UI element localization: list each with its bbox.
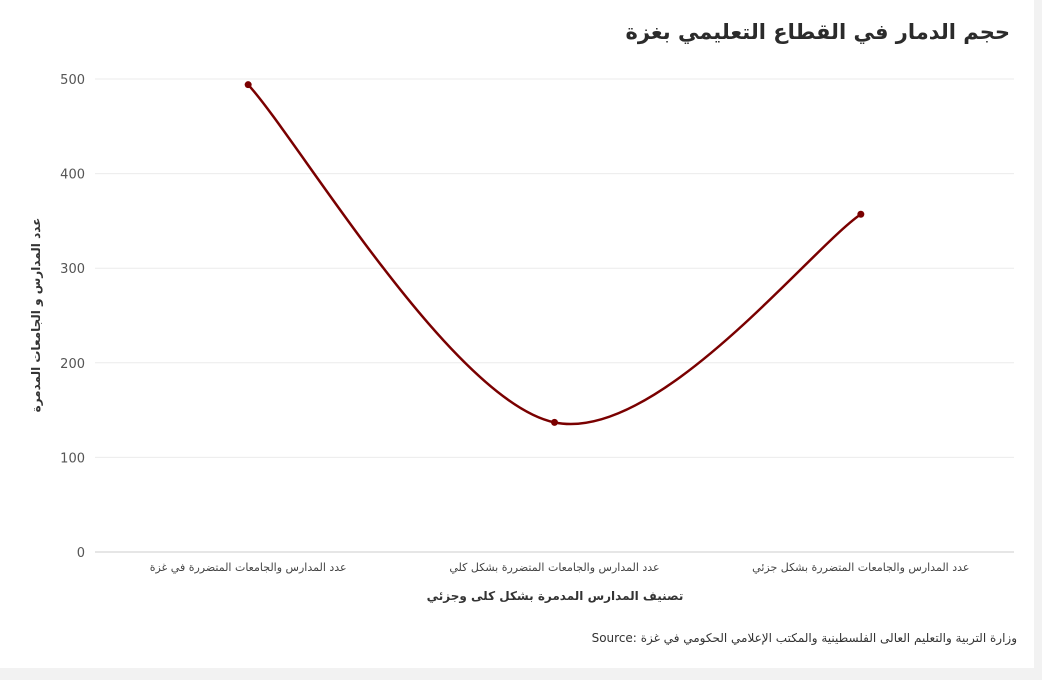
source-text: وزارة التربية والتعليم العالى الفلسطينية… [640,631,1017,645]
source-label: Source: [591,631,637,645]
y-tick-label: 200 [60,357,85,372]
data-point[interactable] [551,418,558,426]
series-line [247,83,862,426]
data-points [244,81,865,426]
line-chart: 0 100 200 300 400 500 عدد المدارس والجامعات ا… [29,73,1014,604]
x-axis-ticks: عدد المدارس والجامعات المتضررة في غزة عدد… [150,561,970,574]
data-point[interactable] [244,81,252,89]
chart-title: حجم الدمار في القطاع التعليمي بغزة [625,20,1010,44]
x-axis-label: تصنيف المدارس المدمرة بشكل كلى وجزئي [427,589,684,604]
y-axis-ticks: 0 100 200 300 400 500 [60,73,85,561]
y-tick-label: 0 [77,546,85,561]
data-point[interactable] [857,210,865,218]
source-note: Source: وزارة التربية والتعليم العالى ال… [592,631,1017,645]
x-tick-label: عدد المدارس والجامعات المتضررة بشكل جزئي [752,561,969,574]
y-axis-label: عدد المدارس و الجامعات المدمرة [29,218,44,413]
grid-lines [95,78,1014,553]
y-tick-label: 100 [60,451,85,466]
y-tick-label: 500 [60,73,85,88]
chart-card: حجم الدمار في القطاع التعليمي بغزة 0 100 2… [0,0,1034,668]
x-tick-label: عدد المدارس والجامعات المتضررة بشكل كلي [449,561,659,574]
y-tick-label: 400 [60,168,85,183]
x-tick-label: عدد المدارس والجامعات المتضررة في غزة [150,561,347,574]
y-tick-label: 300 [60,262,85,277]
